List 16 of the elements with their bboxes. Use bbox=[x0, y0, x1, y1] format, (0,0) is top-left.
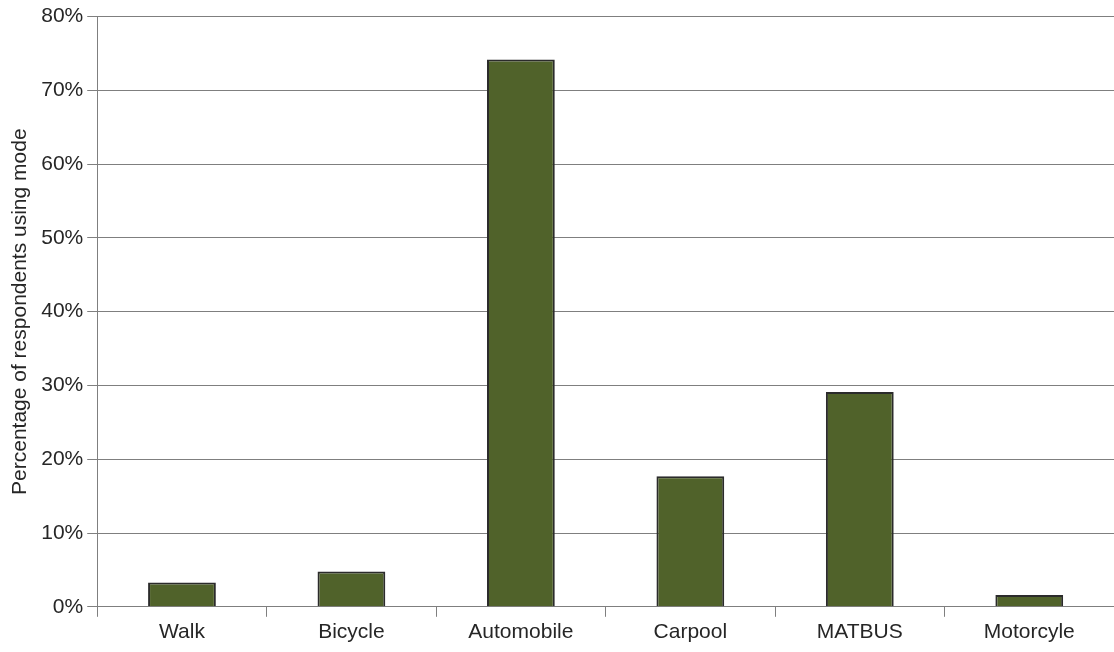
y-tick-label: 10% bbox=[41, 519, 84, 543]
y-tick-label: 70% bbox=[41, 77, 84, 101]
y-tick-label: 50% bbox=[41, 224, 84, 248]
y-tick-label: 40% bbox=[41, 298, 84, 322]
y-tick-label: 30% bbox=[41, 372, 84, 396]
x-tick-label: Bicycle bbox=[318, 619, 385, 643]
y-tick-label: 0% bbox=[52, 593, 84, 617]
y-tick-label: 80% bbox=[41, 3, 84, 27]
x-tick-label: Carpool bbox=[653, 619, 728, 643]
x-tick-label: MATBUS bbox=[816, 619, 903, 643]
y-axis-title: Percentage of respondents using mode bbox=[7, 128, 31, 495]
y-tick-label: 60% bbox=[41, 150, 84, 174]
x-tick-label: Walk bbox=[159, 619, 206, 643]
x-tick-label: Automobile bbox=[468, 619, 574, 643]
x-tick-label: Motorcyle bbox=[983, 619, 1075, 643]
y-tick-label: 20% bbox=[41, 446, 84, 470]
